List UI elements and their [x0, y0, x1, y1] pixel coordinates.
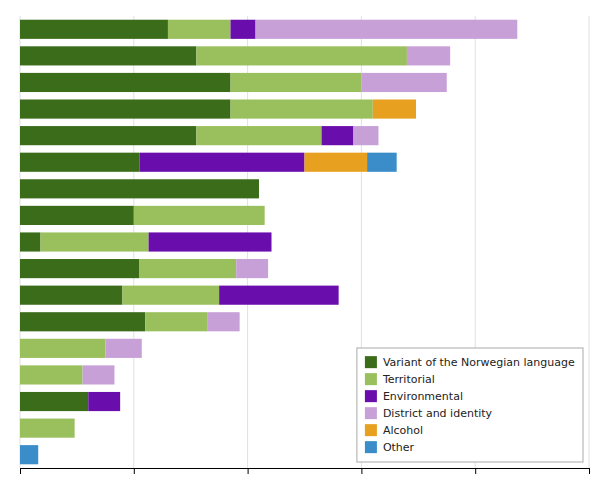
bar-segment: [20, 286, 122, 305]
bar-segment: [145, 312, 208, 331]
bar-segment: [353, 126, 378, 145]
legend-swatch: [365, 373, 377, 385]
legend-item: Alcohol: [365, 424, 423, 437]
legend-swatch: [365, 356, 377, 368]
bar-segment: [20, 99, 231, 118]
bar-segment: [105, 339, 141, 358]
bar-segment: [134, 206, 265, 225]
bar-segment: [256, 20, 518, 39]
tick: [134, 468, 135, 474]
grid-line: [589, 16, 590, 468]
legend-box: [357, 348, 583, 462]
tick: [475, 468, 476, 474]
bar-segment: [20, 365, 83, 384]
axis-line: [21, 469, 590, 475]
bar-segment: [20, 153, 139, 172]
bar-segment: [20, 232, 40, 251]
legend-label: District and identity: [383, 407, 493, 420]
legend-label: Environmental: [383, 390, 463, 403]
bar-segment: [196, 46, 407, 65]
legend-swatch: [365, 441, 377, 453]
bar-segment: [139, 153, 304, 172]
legend-item: Environmental: [365, 390, 463, 403]
bar-segment: [20, 46, 196, 65]
bar-segment: [305, 153, 368, 172]
tick-mark: [20, 468, 21, 474]
bar-segment: [20, 392, 88, 411]
x-axis: [21, 468, 590, 474]
tick-mark: [475, 468, 476, 474]
legend: Variant of the Norwegian language Territo…: [357, 348, 583, 462]
bar-segment: [20, 206, 134, 225]
bar-segment: [208, 312, 240, 331]
legend-label: Variant of the Norwegian language: [383, 356, 575, 369]
legend-swatch: [365, 407, 377, 419]
legend-item: Territorial: [365, 373, 435, 386]
bar-segment: [20, 126, 196, 145]
bar-segment: [20, 339, 105, 358]
tick: [20, 468, 21, 474]
bar-segment: [20, 445, 38, 464]
bar-segment: [219, 286, 338, 305]
tick-mark: [248, 468, 249, 474]
bar-segment: [149, 232, 272, 251]
bar-segment: [236, 259, 268, 278]
bar-segment: [168, 20, 231, 39]
bar-segment: [88, 392, 120, 411]
bar-segment: [322, 126, 354, 145]
bar-segment: [83, 365, 115, 384]
legend-label: Other: [383, 441, 415, 454]
tick: [361, 468, 362, 474]
legend-item: Other: [365, 441, 415, 454]
bar-segment: [20, 73, 231, 92]
legend-swatch: [365, 424, 377, 436]
tick: [248, 468, 249, 474]
bar-segment: [231, 20, 256, 39]
bar-segment: [373, 99, 416, 118]
chart: Variant of the Norwegian language Territo…: [0, 0, 609, 488]
tick-mark: [589, 468, 590, 474]
legend-label: Territorial: [382, 373, 435, 386]
tick: [589, 468, 590, 474]
bar-segment: [40, 232, 148, 251]
bar-segment: [231, 99, 373, 118]
bar-segment: [20, 419, 75, 438]
tick-mark: [361, 468, 362, 474]
bar-segment: [407, 46, 450, 65]
bar-segment: [20, 179, 259, 198]
legend-item: District and identity: [365, 407, 493, 420]
bar-segment: [20, 312, 145, 331]
plot-area: Variant of the Norwegian language Territo…: [20, 16, 590, 474]
legend-item: Variant of the Norwegian language: [365, 356, 575, 369]
bar-segment: [20, 259, 139, 278]
legend-swatch: [365, 390, 377, 402]
bar-segment: [367, 153, 397, 172]
bar-segment: [231, 73, 362, 92]
bar-segment: [139, 259, 236, 278]
bar-segment: [20, 20, 168, 39]
bars: [20, 20, 517, 465]
tick-mark: [134, 468, 135, 474]
bar-segment: [361, 73, 446, 92]
legend-label: Alcohol: [383, 424, 423, 437]
bar-segment: [196, 126, 321, 145]
bar-segment: [122, 286, 219, 305]
grid: [20, 16, 589, 468]
